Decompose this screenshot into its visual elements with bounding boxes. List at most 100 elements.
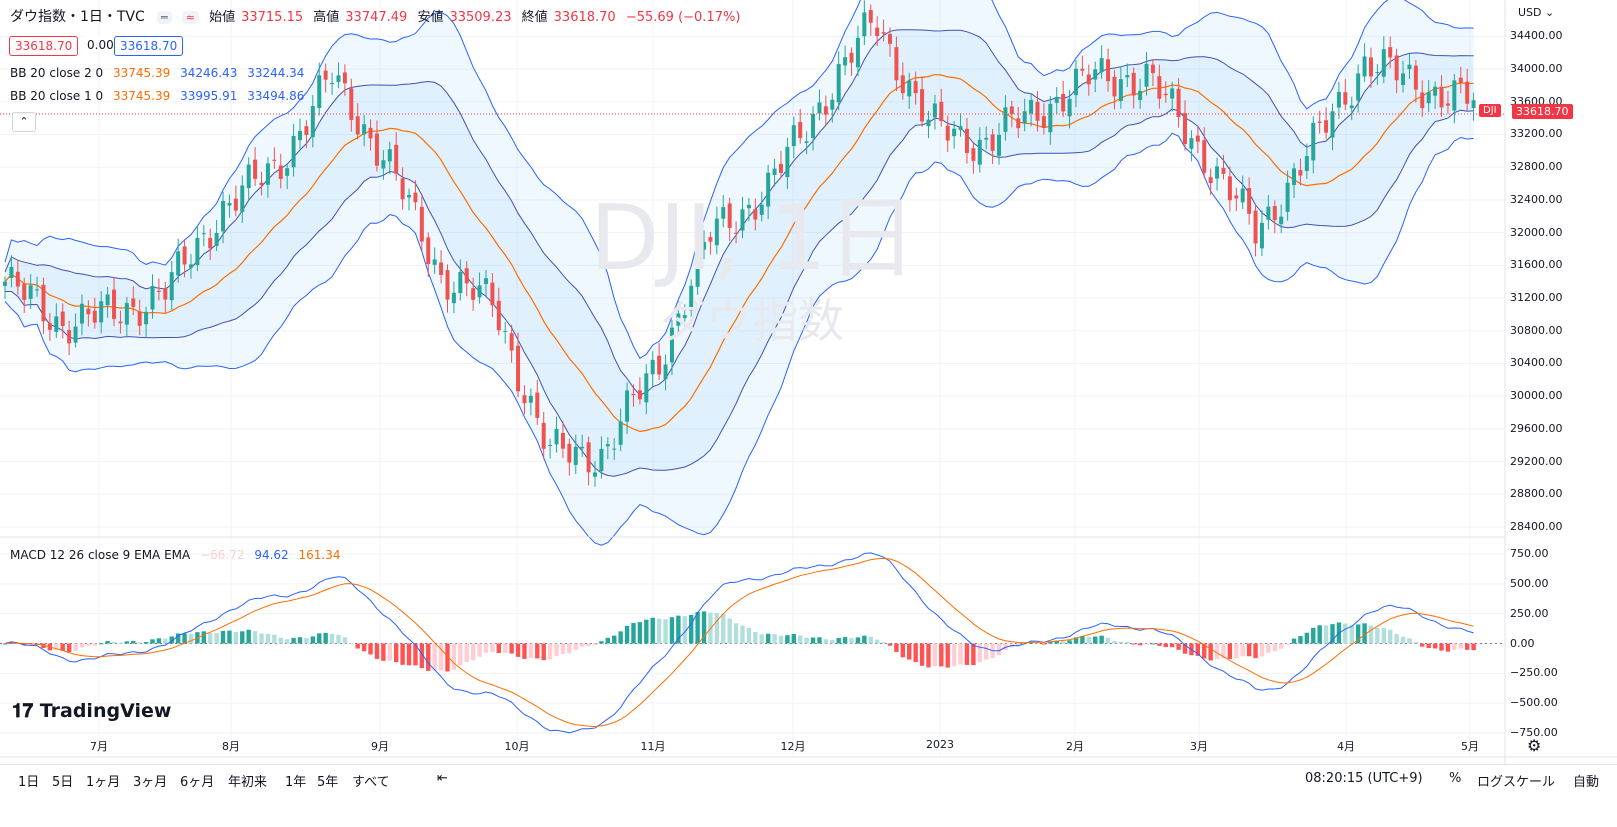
candle-body bbox=[1227, 176, 1232, 201]
macd-histogram-bar bbox=[317, 633, 322, 644]
price-tick-label: 28400.00 bbox=[1510, 520, 1563, 533]
range-button[interactable]: すべて bbox=[352, 775, 390, 790]
bid-price[interactable]: 33618.70 bbox=[9, 36, 79, 56]
macd-histogram-bar bbox=[695, 611, 700, 644]
macd-histogram-bar bbox=[592, 643, 598, 646]
macd-histogram-bar bbox=[579, 643, 585, 647]
candle-body bbox=[605, 444, 610, 447]
candle-body bbox=[1138, 90, 1143, 101]
candle-body bbox=[535, 392, 540, 418]
range-button[interactable]: 5日 bbox=[52, 775, 74, 790]
range-button[interactable]: 1ヶ月 bbox=[86, 775, 121, 790]
macd-histogram-bar bbox=[1420, 643, 1425, 647]
candle-body bbox=[522, 395, 527, 404]
macd-histogram-bar bbox=[1067, 640, 1072, 644]
candle-body bbox=[92, 310, 97, 323]
macd-histogram-bar bbox=[233, 631, 239, 644]
currency-selector[interactable]: USD ⌄ bbox=[1518, 6, 1554, 19]
auto-scale-toggle[interactable]: 自動 bbox=[1573, 775, 1600, 790]
macd-histogram-bar bbox=[1272, 643, 1277, 651]
collapse-legend-button[interactable]: ⌃ bbox=[12, 112, 36, 132]
candle-body bbox=[958, 126, 963, 131]
macd-histogram-bar bbox=[1413, 642, 1419, 644]
wave-toggle-icon[interactable]: ≈ bbox=[181, 11, 199, 24]
ask-price[interactable]: 33618.70 bbox=[114, 36, 184, 56]
macd-legend[interactable]: MACD 12 26 close 9 EMA EMA −66.72 94.62 … bbox=[10, 548, 347, 562]
candle-body bbox=[323, 70, 328, 80]
candle-body bbox=[176, 251, 181, 276]
candle-body bbox=[567, 443, 572, 463]
compare-toggle-icon[interactable]: ═ bbox=[156, 11, 172, 24]
macd-histogram-bar bbox=[887, 643, 893, 646]
range-button[interactable]: 5年 bbox=[317, 775, 339, 790]
candle-body bbox=[1215, 166, 1220, 179]
macd-histogram-bar bbox=[490, 643, 495, 652]
chevron-up-icon: ⌃ bbox=[19, 115, 29, 128]
candle-body bbox=[1330, 111, 1335, 138]
macd-histogram-bar bbox=[368, 643, 373, 655]
candle-body bbox=[342, 72, 347, 84]
candle-body bbox=[1061, 93, 1066, 112]
macd-histogram-bar bbox=[1048, 642, 1053, 644]
candle-body bbox=[1362, 56, 1367, 77]
range-button[interactable]: 6ヶ月 bbox=[180, 775, 215, 790]
spread-value: 0.00 bbox=[82, 36, 119, 54]
range-button[interactable]: 1年 bbox=[285, 775, 307, 790]
candle-body bbox=[516, 345, 521, 392]
price-tick-label: 32400.00 bbox=[1510, 192, 1563, 206]
candle-body bbox=[1144, 63, 1149, 87]
clock[interactable]: 08:20:15 (UTC+9) bbox=[1305, 771, 1423, 786]
tradingview-logo[interactable]: 𝟏𝟕 TradingView bbox=[12, 700, 171, 722]
candle-body bbox=[1183, 113, 1187, 145]
candle-body bbox=[419, 206, 424, 242]
time-tick-label: 2月 bbox=[1066, 740, 1084, 753]
candle-body bbox=[939, 101, 944, 122]
candle-body bbox=[1157, 76, 1162, 99]
candle-body bbox=[1022, 111, 1027, 124]
goto-date-icon[interactable]: ⇤ bbox=[437, 771, 448, 786]
log-scale-toggle[interactable]: ログスケール bbox=[1477, 775, 1556, 790]
bb2-upper-line bbox=[4, 0, 1474, 360]
candle-body bbox=[1311, 122, 1316, 161]
candle-body bbox=[1253, 210, 1258, 244]
macd-histogram-bar bbox=[522, 643, 527, 659]
macd-histogram-bar bbox=[740, 625, 745, 644]
macd-histogram-bar bbox=[1266, 643, 1271, 653]
macd-histogram-bar bbox=[336, 634, 341, 644]
macd-histogram-bar bbox=[477, 643, 482, 657]
macd-histogram-bar bbox=[939, 643, 944, 667]
macd-histogram-bar bbox=[1291, 638, 1297, 644]
candle-body bbox=[41, 284, 46, 322]
macd-histogram-bar bbox=[169, 636, 174, 644]
macd-histogram-bar bbox=[605, 637, 611, 644]
macd-histogram-bar bbox=[1259, 643, 1265, 657]
candle-body bbox=[503, 330, 508, 332]
bb1-upper-line bbox=[4, 29, 1474, 396]
candle-body bbox=[791, 125, 796, 147]
candle-body bbox=[265, 163, 270, 185]
macd-tick-label: 500.00 bbox=[1510, 576, 1549, 590]
bb2-legend[interactable]: BB 20 close 2 0 33745.39 34246.43 33244.… bbox=[10, 66, 310, 80]
macd-histogram-bar bbox=[1118, 641, 1124, 644]
candle-body bbox=[182, 246, 187, 265]
candle-body bbox=[1259, 222, 1264, 249]
price-tick-label: 34400.00 bbox=[1510, 29, 1563, 43]
percent-toggle[interactable]: % bbox=[1449, 771, 1462, 786]
candle-body bbox=[766, 172, 771, 207]
bb1-legend[interactable]: BB 20 close 1 0 33745.39 33995.91 33494.… bbox=[10, 89, 310, 103]
candle-body bbox=[169, 272, 174, 301]
macd-histogram-bar bbox=[1432, 643, 1438, 649]
symbol-title[interactable]: ダウ指数・1日・TVC bbox=[10, 9, 145, 25]
macd-histogram-bar bbox=[663, 619, 668, 644]
candle-body bbox=[875, 27, 880, 37]
settings-gear-icon[interactable]: ⚙ bbox=[1527, 736, 1542, 755]
range-button[interactable]: 3ヶ月 bbox=[133, 775, 168, 790]
candle-body bbox=[272, 159, 277, 161]
candle-body bbox=[9, 266, 14, 279]
range-button[interactable]: 年初来 bbox=[228, 775, 268, 790]
price-tick-label: 34000.00 bbox=[1510, 62, 1563, 76]
macd-histogram-bar bbox=[1458, 643, 1463, 649]
range-button[interactable]: 1日 bbox=[18, 775, 40, 790]
chart-grid bbox=[0, 0, 1505, 757]
